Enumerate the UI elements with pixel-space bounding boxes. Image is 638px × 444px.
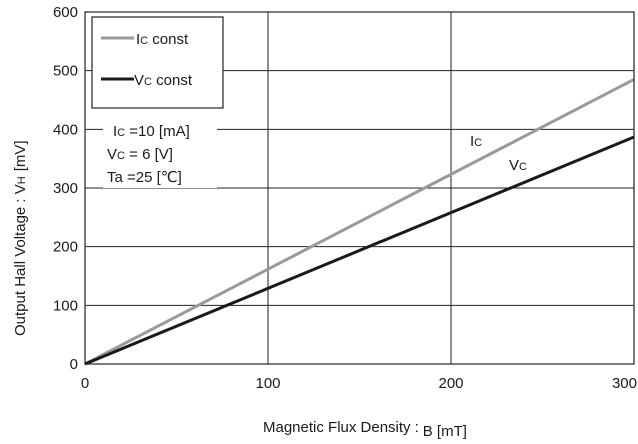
series-lines: [84, 78, 635, 366]
y-tick-label: 300: [53, 180, 78, 197]
y-tick-label: 600: [53, 4, 78, 21]
tick-labels: 0 100 200 300 0 100 200 300 400 500 600: [53, 4, 637, 392]
y-tick-label: 400: [53, 121, 78, 138]
y-tick-label: 0: [70, 356, 78, 373]
condition-vc: VC = 6 [V]: [107, 146, 173, 163]
series-line-vc: [84, 135, 635, 366]
conditions-annotation: IC =10 [mA] VC = 6 [V] Ta =25 [℃]: [103, 120, 217, 188]
y-tick-label: 500: [53, 63, 78, 80]
plot-frame: [84, 11, 635, 365]
conditions-background: [103, 120, 217, 188]
x-tick-label: 100: [255, 375, 280, 392]
legend-label-vc: VC const: [134, 72, 193, 89]
x-tick-label: 0: [81, 375, 89, 392]
condition-ic: IC =10 [mA]: [113, 123, 190, 140]
legend-label-ic: IC const: [136, 31, 189, 48]
y-tick-label: 100: [53, 297, 78, 314]
x-axis-title: Magnetic Flux Density: B [mT]: [263, 419, 467, 440]
x-tick-label: 200: [438, 375, 463, 392]
series-line-ic: [84, 78, 635, 366]
y-tick-label: 200: [53, 239, 78, 256]
series-label-ic: IC: [470, 133, 482, 150]
y-axis-title: Output Hall Voltage : VH[mV]: [12, 140, 29, 336]
series-label-vc: VC: [509, 157, 527, 174]
x-tick-label: 300: [612, 375, 637, 392]
legend-box: [91, 16, 224, 109]
condition-ta: Ta =25 [℃]: [107, 169, 182, 186]
legend: IC const VC const: [91, 16, 224, 109]
